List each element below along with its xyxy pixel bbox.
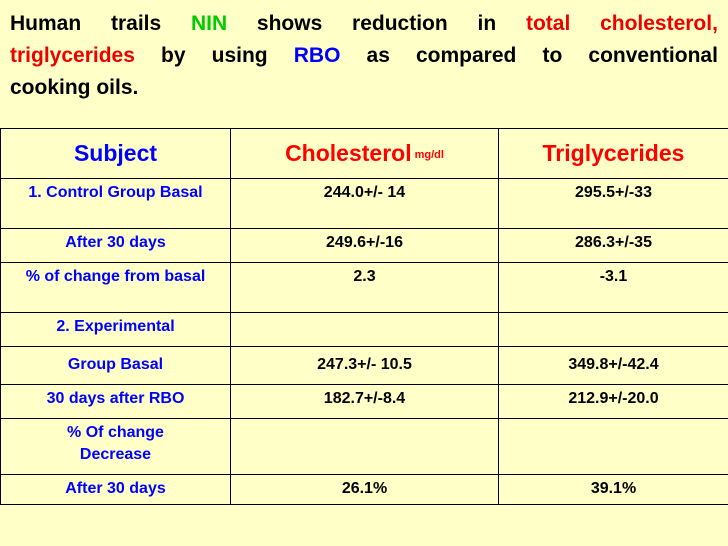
table-row: Group Basal 247.3+/- 10.5 349.8+/-42.4	[0, 346, 728, 385]
cell-subject: Group Basal	[0, 346, 231, 385]
heading-highlight-nin: NIN	[190, 12, 228, 35]
heading-word: compared	[416, 44, 517, 67]
header-cholesterol-label: Cholesterol	[285, 140, 412, 166]
cell-triglycerides: 212.9+/-20.0	[498, 384, 728, 419]
header-cholesterol: Cholesterol mg/dl	[230, 128, 499, 179]
table-header-row: Subject Cholesterol mg/dl Triglycerides	[0, 128, 728, 179]
heading-word: cooking oils.	[10, 76, 139, 99]
table-row: % of change from basal 2.3 -3.1	[0, 262, 728, 313]
cell-cholesterol	[230, 418, 499, 475]
cell-cholesterol: 2.3	[230, 262, 499, 313]
heading-word: Human	[10, 12, 82, 35]
table-row: After 30 days 249.6+/-16 286.3+/-35	[0, 228, 728, 263]
cell-triglycerides: 349.8+/-42.4	[498, 346, 728, 385]
header-triglycerides: Triglycerides	[498, 128, 728, 179]
cell-triglycerides: 286.3+/-35	[498, 228, 728, 263]
cell-triglycerides: -3.1	[498, 262, 728, 313]
cell-triglycerides	[498, 418, 728, 475]
header-subject: Subject	[0, 128, 231, 179]
cell-triglycerides	[498, 312, 728, 347]
cell-subject: % of change from basal	[0, 262, 231, 313]
table-row: 30 days after RBO 182.7+/-8.4 212.9+/-20…	[0, 384, 728, 419]
table-row: 2. Experimental	[0, 312, 728, 347]
cell-cholesterol: 247.3+/- 10.5	[230, 346, 499, 385]
cell-cholesterol: 182.7+/-8.4	[230, 384, 499, 419]
heading-word: by	[161, 44, 186, 67]
heading-line-1: Human trails NIN shows reduction in tota…	[10, 8, 718, 40]
heading-highlight-cholesterol: cholesterol,	[600, 12, 718, 35]
cell-cholesterol	[230, 312, 499, 347]
cell-triglycerides: 295.5+/-33	[498, 178, 728, 229]
heading-word: to	[542, 44, 563, 67]
heading-word: in	[477, 12, 497, 35]
heading-highlight-rbo: RBO	[293, 44, 341, 67]
table-row: 1. Control Group Basal 244.0+/- 14 295.5…	[0, 178, 728, 229]
heading-line-2: triglycerides by using RBO as compared t…	[10, 40, 718, 72]
cell-cholesterol: 249.6+/-16	[230, 228, 499, 263]
cell-subject: 1. Control Group Basal	[0, 178, 231, 229]
cell-cholesterol: 244.0+/- 14	[230, 178, 499, 229]
table-row: % Of change Decrease	[0, 418, 728, 475]
heading-word: as	[366, 44, 390, 67]
heading-line-3: cooking oils.	[10, 72, 718, 104]
heading-word: trails	[110, 12, 162, 35]
cell-triglycerides: 39.1%	[498, 474, 728, 505]
heading-highlight-triglycerides: triglycerides	[10, 44, 135, 67]
cell-subject: After 30 days	[0, 474, 231, 505]
cell-subject: 30 days after RBO	[0, 384, 231, 419]
cell-subject: 2. Experimental	[0, 312, 231, 347]
heading-word: shows	[256, 12, 323, 35]
table-row: After 30 days 26.1% 39.1%	[0, 474, 728, 505]
cell-cholesterol: 26.1%	[230, 474, 499, 505]
results-table: Subject Cholesterol mg/dl Triglycerides 1…	[0, 128, 728, 505]
cell-subject: After 30 days	[0, 228, 231, 263]
header-cholesterol-unit: mg/dl	[414, 148, 444, 161]
heading-highlight-total: total	[525, 12, 571, 35]
heading-word: reduction	[352, 12, 448, 35]
heading-word: using	[211, 44, 268, 67]
cell-subject: % Of change Decrease	[0, 418, 231, 475]
slide-heading: Human trails NIN shows reduction in tota…	[10, 8, 718, 104]
heading-word: conventional	[588, 44, 718, 67]
